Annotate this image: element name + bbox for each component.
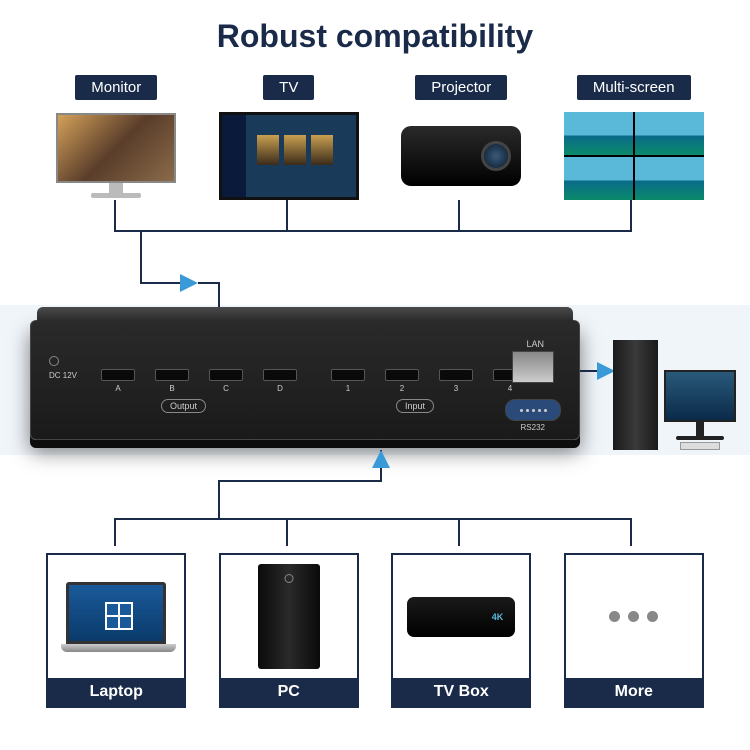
conn-line <box>458 518 460 546</box>
laptop-image <box>48 555 184 678</box>
input-label: More <box>566 678 702 706</box>
conn-line <box>218 480 382 482</box>
input-label: PC <box>221 678 357 706</box>
control-pc-tower <box>613 340 658 450</box>
control-pc <box>610 310 738 450</box>
conn-line <box>286 518 288 546</box>
pc-image <box>221 555 357 678</box>
monitor-image <box>46 108 186 203</box>
conn-line <box>114 518 632 520</box>
conn-line <box>458 200 460 230</box>
multiscreen-image <box>564 108 704 203</box>
conn-line <box>286 200 288 230</box>
matrix-switch: DC 12V A B C D 1 2 3 4 Output Input LAN … <box>30 320 580 440</box>
output-label: Multi-screen <box>577 75 691 100</box>
input-ports: 1 2 3 4 <box>331 369 527 393</box>
lan-port <box>512 351 554 383</box>
output-ports: A B C D <box>101 369 297 393</box>
dc-label: DC 12V <box>49 371 77 380</box>
arrow-icon <box>372 450 390 468</box>
lan-label: LAN <box>526 339 544 349</box>
input-label: TV Box <box>393 678 529 706</box>
rs232-label: RS232 <box>521 423 545 432</box>
output-device-row: Monitor TV Projector Multi-screen <box>0 75 750 203</box>
output-tv: TV <box>219 75 359 203</box>
input-label: Laptop <box>48 678 184 706</box>
rs232-port <box>505 399 561 421</box>
conn-line <box>114 518 116 546</box>
conn-line <box>140 282 180 284</box>
tvbox-badge: 4K <box>492 612 504 622</box>
conn-line <box>114 230 632 232</box>
input-pc: PC <box>219 553 359 708</box>
conn-line <box>630 200 632 230</box>
conn-line <box>114 200 116 230</box>
conn-line <box>218 480 220 518</box>
input-device-row: Laptop PC 4K TV Box More <box>0 553 750 708</box>
tv-image <box>219 108 359 203</box>
output-label: TV <box>263 75 314 100</box>
dc-port <box>49 356 59 366</box>
output-multiscreen: Multi-screen <box>564 75 704 203</box>
conn-line <box>140 230 142 282</box>
conn-line <box>630 518 632 546</box>
conn-line <box>198 282 220 284</box>
input-box-label: Input <box>396 399 434 413</box>
control-pc-monitor <box>664 370 736 450</box>
input-laptop: Laptop <box>46 553 186 708</box>
output-label: Projector <box>415 75 507 100</box>
input-more: More <box>564 553 704 708</box>
tvbox-image: 4K <box>393 555 529 678</box>
ellipsis-icon <box>609 611 658 622</box>
projector-image <box>391 108 531 203</box>
output-box-label: Output <box>161 399 206 413</box>
input-tvbox: 4K TV Box <box>391 553 531 708</box>
output-monitor: Monitor <box>46 75 186 203</box>
arrow-icon <box>180 274 198 292</box>
more-image <box>566 555 702 678</box>
output-projector: Projector <box>391 75 531 203</box>
output-label: Monitor <box>75 75 157 100</box>
page-title: Robust compatibility <box>0 0 750 55</box>
